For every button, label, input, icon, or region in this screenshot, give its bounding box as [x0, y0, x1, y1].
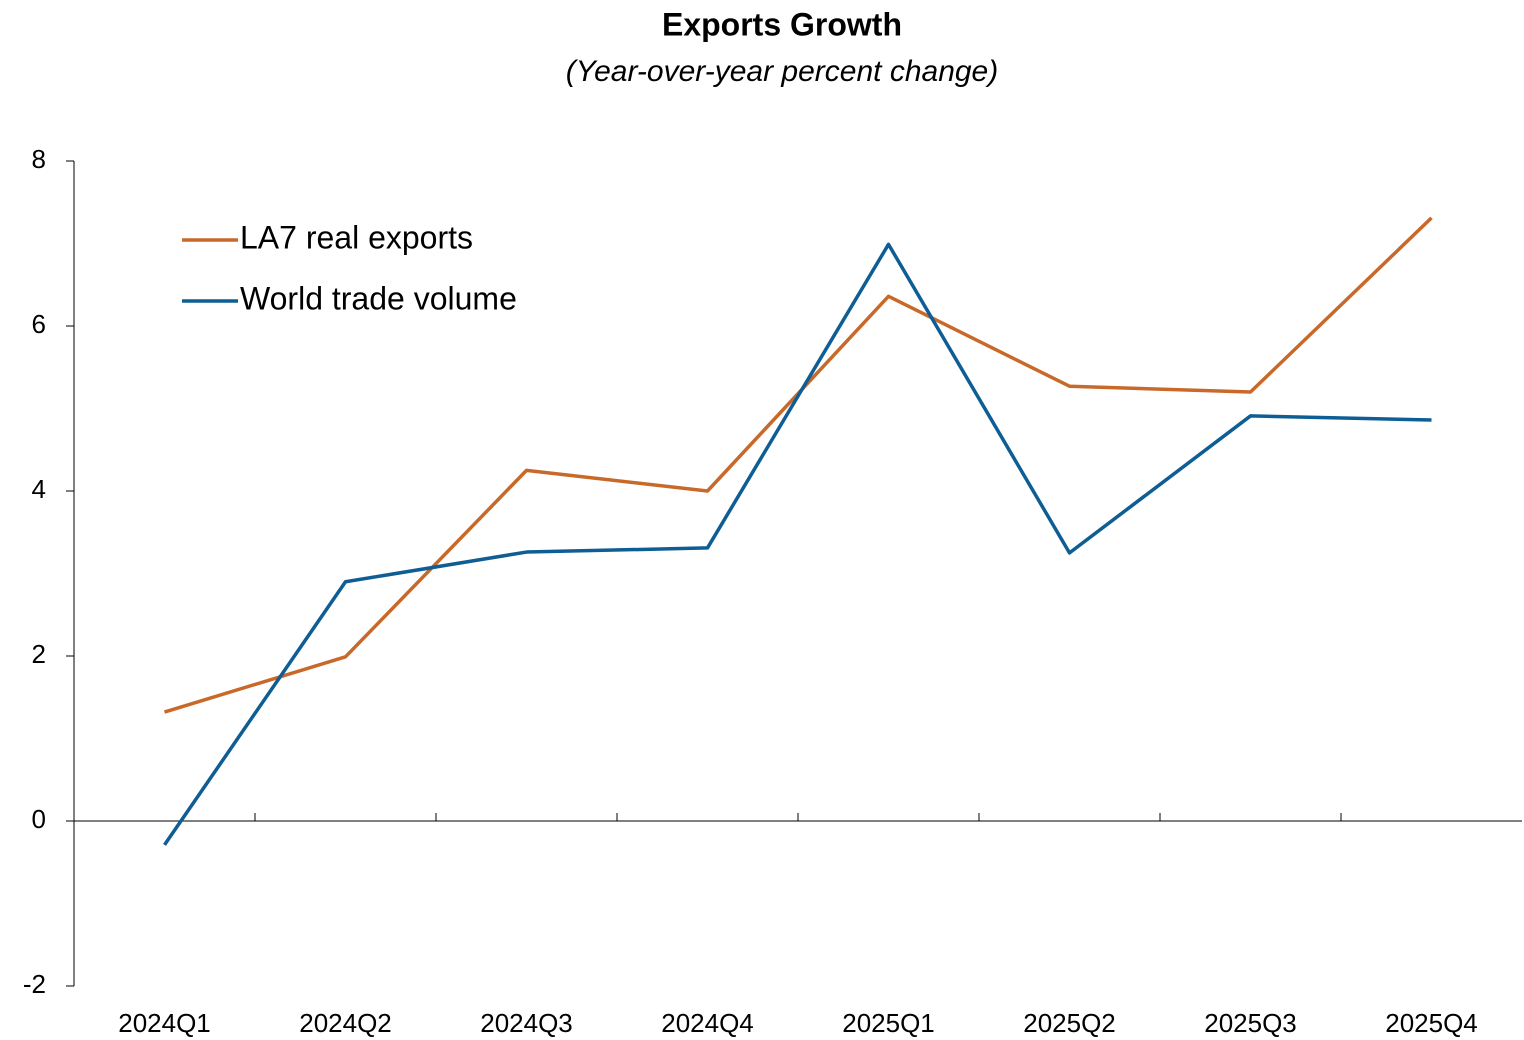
- y-tick-label: 4: [32, 474, 46, 504]
- series-line: [163, 242, 1432, 846]
- y-tick-label: 8: [32, 144, 46, 174]
- y-tick-label: -2: [23, 969, 46, 999]
- x-tick-label: 2025Q1: [842, 1008, 935, 1038]
- legend-label: World trade volume: [240, 280, 517, 316]
- chart-subtitle: (Year-over-year percent change): [566, 55, 998, 88]
- x-tick-label: 2024Q2: [299, 1008, 392, 1038]
- x-tick-label: 2024Q3: [480, 1008, 573, 1038]
- y-tick-label: 6: [32, 309, 46, 339]
- x-tick-label: 2025Q4: [1385, 1008, 1478, 1038]
- x-tick-label: 2024Q4: [661, 1008, 754, 1038]
- y-tick-label: 2: [32, 639, 46, 669]
- x-tick-label: 2025Q3: [1204, 1008, 1297, 1038]
- legend-label: LA7 real exports: [240, 219, 473, 255]
- y-tick-label: 0: [32, 804, 46, 834]
- x-tick-label: 2024Q1: [118, 1008, 211, 1038]
- x-tick-label: 2025Q2: [1023, 1008, 1116, 1038]
- chart-title: Exports Growth: [662, 6, 902, 42]
